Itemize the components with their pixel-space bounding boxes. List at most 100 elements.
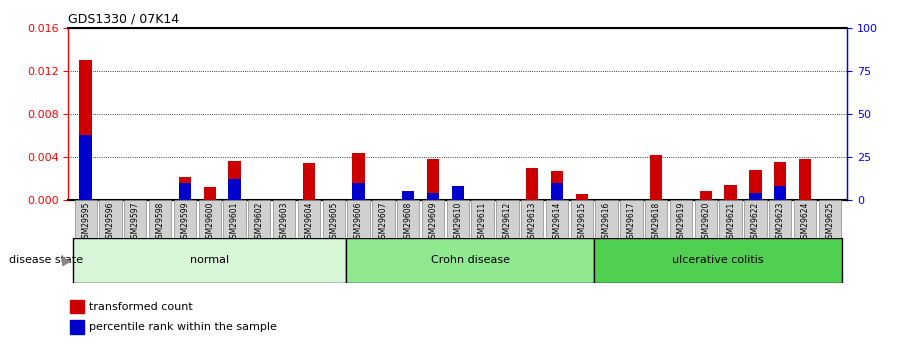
Bar	[353, 183, 364, 200]
Text: normal: normal	[190, 256, 230, 265]
Text: GSM29597: GSM29597	[131, 202, 139, 244]
Text: GSM29617: GSM29617	[627, 202, 636, 243]
Text: GSM29619: GSM29619	[677, 202, 686, 243]
Text: transformed count: transformed count	[88, 302, 192, 312]
Bar	[426, 159, 439, 200]
Bar	[179, 183, 191, 200]
Text: Crohn disease: Crohn disease	[431, 256, 509, 265]
Text: GSM29605: GSM29605	[329, 202, 338, 244]
Text: GSM29618: GSM29618	[651, 202, 660, 243]
Bar	[70, 320, 84, 334]
FancyBboxPatch shape	[322, 200, 345, 238]
Text: GSM29616: GSM29616	[602, 202, 611, 243]
FancyBboxPatch shape	[148, 200, 171, 238]
Text: GSM29606: GSM29606	[354, 202, 363, 244]
FancyBboxPatch shape	[471, 200, 494, 238]
FancyBboxPatch shape	[124, 200, 147, 238]
FancyBboxPatch shape	[570, 200, 593, 238]
Text: GSM29614: GSM29614	[552, 202, 561, 243]
Text: GSM29600: GSM29600	[205, 202, 214, 244]
FancyBboxPatch shape	[397, 200, 419, 238]
Text: GSM29596: GSM29596	[106, 202, 115, 244]
Bar	[302, 164, 315, 200]
Text: GSM29609: GSM29609	[428, 202, 437, 244]
Bar	[526, 168, 538, 200]
Bar	[179, 177, 191, 200]
Bar	[452, 186, 464, 200]
Text: GSM29602: GSM29602	[255, 202, 264, 243]
Text: GSM29622: GSM29622	[751, 202, 760, 243]
Bar	[799, 159, 812, 200]
FancyBboxPatch shape	[620, 200, 642, 238]
FancyBboxPatch shape	[174, 200, 196, 238]
Bar	[749, 170, 762, 200]
Bar	[79, 135, 92, 200]
FancyBboxPatch shape	[819, 200, 841, 238]
FancyBboxPatch shape	[199, 200, 220, 238]
FancyBboxPatch shape	[769, 200, 792, 238]
Text: GSM29610: GSM29610	[454, 202, 462, 243]
Text: percentile rank within the sample: percentile rank within the sample	[88, 322, 276, 332]
Text: ▶: ▶	[62, 254, 72, 267]
FancyBboxPatch shape	[720, 200, 742, 238]
Bar	[551, 171, 563, 200]
Bar	[650, 155, 662, 200]
Text: GSM29620: GSM29620	[701, 202, 711, 243]
Bar	[229, 179, 241, 200]
FancyBboxPatch shape	[594, 238, 843, 283]
FancyBboxPatch shape	[546, 200, 568, 238]
FancyBboxPatch shape	[521, 200, 543, 238]
FancyBboxPatch shape	[73, 238, 346, 283]
Text: GSM29613: GSM29613	[527, 202, 537, 243]
Bar	[576, 194, 588, 200]
Text: GSM29601: GSM29601	[230, 202, 239, 243]
Text: GSM29621: GSM29621	[726, 202, 735, 243]
Text: GSM29607: GSM29607	[379, 202, 388, 244]
Bar	[353, 152, 364, 200]
FancyBboxPatch shape	[596, 200, 618, 238]
FancyBboxPatch shape	[645, 200, 668, 238]
Bar	[724, 185, 737, 200]
Text: GSM29603: GSM29603	[280, 202, 289, 244]
Bar	[426, 193, 439, 200]
Bar	[402, 191, 415, 200]
FancyBboxPatch shape	[670, 200, 692, 238]
Text: disease state: disease state	[9, 256, 83, 265]
FancyBboxPatch shape	[422, 200, 445, 238]
Text: GSM29604: GSM29604	[304, 202, 313, 244]
Text: GSM29615: GSM29615	[578, 202, 587, 243]
FancyBboxPatch shape	[99, 200, 122, 238]
FancyBboxPatch shape	[75, 200, 97, 238]
Text: GSM29599: GSM29599	[180, 202, 189, 244]
Text: GDS1330 / 07K14: GDS1330 / 07K14	[68, 12, 179, 25]
FancyBboxPatch shape	[248, 200, 271, 238]
Bar	[79, 60, 92, 200]
Bar	[700, 191, 712, 200]
Text: GSM29623: GSM29623	[776, 202, 784, 243]
Text: GSM29598: GSM29598	[156, 202, 165, 243]
Bar	[70, 300, 84, 313]
Text: GSM29612: GSM29612	[503, 202, 512, 243]
FancyBboxPatch shape	[223, 200, 246, 238]
Bar	[749, 193, 762, 200]
Text: GSM29624: GSM29624	[801, 202, 810, 243]
Text: GSM29608: GSM29608	[404, 202, 413, 243]
FancyBboxPatch shape	[347, 200, 370, 238]
Bar	[551, 183, 563, 200]
FancyBboxPatch shape	[273, 200, 295, 238]
FancyBboxPatch shape	[373, 200, 394, 238]
Text: ulcerative colitis: ulcerative colitis	[672, 256, 764, 265]
Text: GSM29611: GSM29611	[478, 202, 487, 243]
FancyBboxPatch shape	[346, 238, 594, 283]
FancyBboxPatch shape	[744, 200, 767, 238]
FancyBboxPatch shape	[695, 200, 717, 238]
FancyBboxPatch shape	[793, 200, 816, 238]
FancyBboxPatch shape	[446, 200, 469, 238]
Text: GSM29595: GSM29595	[81, 202, 90, 244]
FancyBboxPatch shape	[298, 200, 320, 238]
Bar	[229, 161, 241, 200]
Bar	[203, 187, 216, 200]
FancyBboxPatch shape	[496, 200, 518, 238]
Bar	[774, 162, 786, 200]
Text: GSM29625: GSM29625	[825, 202, 834, 243]
